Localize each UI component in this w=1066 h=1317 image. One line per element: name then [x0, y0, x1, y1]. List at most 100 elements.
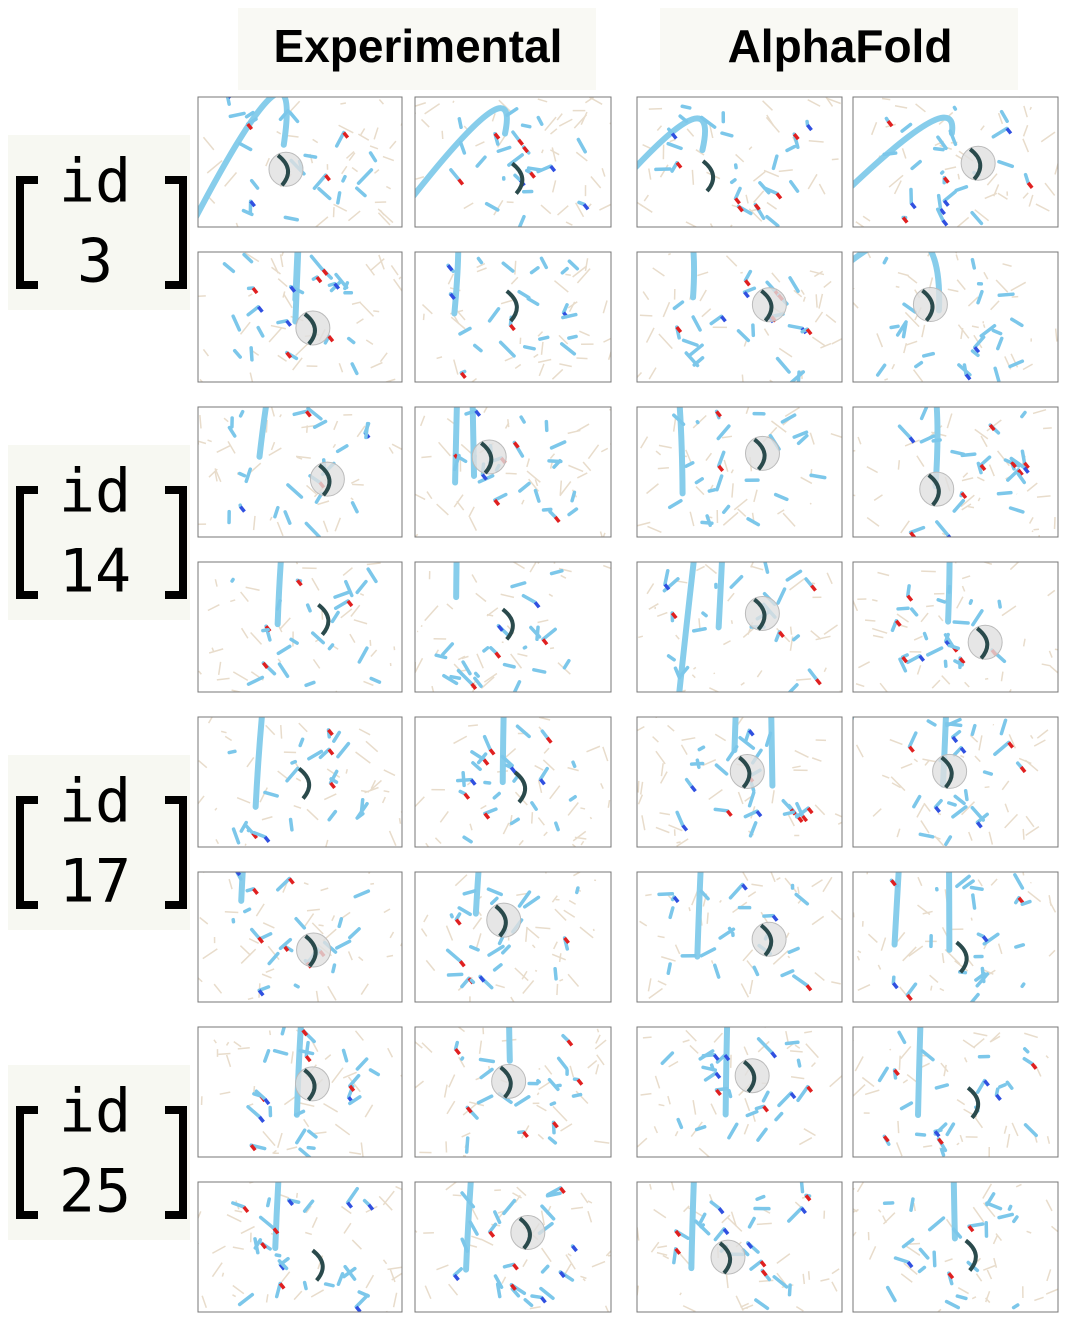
side-chain [459, 119, 461, 127]
group-label-bottom: 14 [59, 537, 131, 607]
context-bond [845, 1038, 854, 1041]
context-bond [1023, 829, 1024, 840]
context-bond [623, 480, 637, 493]
side-chain [240, 474, 245, 476]
context-bond [399, 818, 400, 824]
context-bond [421, 625, 422, 626]
side-chain [1026, 175, 1029, 183]
context-bond [1030, 107, 1031, 110]
context-bond [225, 912, 238, 913]
side-chain [904, 324, 906, 337]
thumb-bg [415, 407, 611, 537]
side-chain [504, 1264, 513, 1266]
context-bond [790, 1051, 803, 1052]
side-chain [451, 915, 452, 917]
atom [514, 693, 518, 698]
side-chain [504, 665, 514, 667]
side-chain [917, 1134, 925, 1135]
context-bond [218, 1053, 230, 1054]
context-bond [214, 89, 218, 97]
side-chain [532, 1296, 541, 1297]
side-chain [699, 747, 703, 749]
context-bond [809, 1271, 810, 1280]
side-chain [227, 93, 229, 104]
structure-thumbnail [183, 265, 1066, 1158]
context-bond [346, 769, 347, 773]
context-bond [590, 817, 591, 819]
side-chain [308, 605, 310, 611]
context-bond [297, 1193, 298, 1198]
side-chain [962, 454, 974, 455]
side-chain [970, 601, 971, 603]
context-bond [899, 1056, 900, 1070]
side-chain [946, 634, 948, 641]
context-bond [938, 813, 941, 814]
context-bond [515, 261, 516, 275]
context-bond [192, 208, 198, 217]
side-chain [278, 321, 287, 323]
thumb-bg [198, 717, 402, 847]
context-bond [369, 860, 380, 874]
side-chain [343, 177, 345, 181]
side-chain [575, 1079, 578, 1080]
thumb-bg [637, 872, 842, 1002]
context-bond [956, 551, 957, 563]
side-chain [555, 969, 556, 979]
context-bond [245, 844, 246, 846]
side-chain [964, 365, 966, 374]
side-chain [460, 791, 465, 793]
side-chain [969, 1224, 983, 1226]
context-bond [841, 912, 853, 920]
context-bond [832, 159, 839, 160]
side-chain [229, 751, 235, 752]
context-bond [865, 620, 875, 621]
context-bond [993, 724, 994, 725]
side-chain [954, 108, 955, 110]
side-chain [935, 149, 943, 150]
group-label-bottom: 25 [59, 1157, 131, 1227]
context-bond [468, 725, 478, 726]
column-header: Experimental [274, 20, 563, 72]
side-chain [954, 622, 968, 623]
context-bond [340, 103, 346, 104]
side-chain [525, 347, 534, 349]
side-chain [798, 1060, 799, 1066]
side-chain [232, 580, 233, 582]
context-bond [424, 314, 425, 320]
context-bond [421, 457, 431, 458]
side-chain [911, 1199, 913, 1210]
side-chain [329, 645, 332, 649]
structure [183, 265, 1066, 1158]
group-label-bottom: 17 [59, 847, 131, 917]
context-bond [958, 174, 959, 180]
atom [790, 384, 794, 389]
side-chain [449, 974, 462, 975]
side-chain [884, 258, 886, 262]
side-chain [1025, 1049, 1028, 1052]
side-chain [339, 919, 341, 927]
context-bond [580, 808, 585, 809]
side-chain [333, 965, 335, 972]
side-chain [1022, 413, 1025, 417]
side-chain [957, 1296, 966, 1298]
side-chain [694, 629, 705, 631]
side-chain [659, 894, 672, 895]
context-bond [401, 803, 412, 812]
side-chain [972, 726, 974, 735]
context-bond [707, 913, 708, 924]
context-bond [984, 324, 985, 327]
group-label-bottom: 3 [77, 227, 113, 297]
context-bond [643, 1037, 652, 1038]
context-bond [640, 315, 652, 316]
group-label-top: id [59, 147, 131, 217]
side-chain [884, 153, 895, 154]
side-chain [538, 1081, 539, 1082]
side-chain [338, 193, 340, 203]
context-bond [556, 1174, 567, 1182]
side-chain [498, 1284, 500, 1296]
side-chain [285, 217, 297, 219]
side-chain [540, 337, 548, 339]
side-chain [462, 1058, 463, 1059]
context-bond [689, 907, 690, 911]
context-bond [281, 725, 282, 739]
